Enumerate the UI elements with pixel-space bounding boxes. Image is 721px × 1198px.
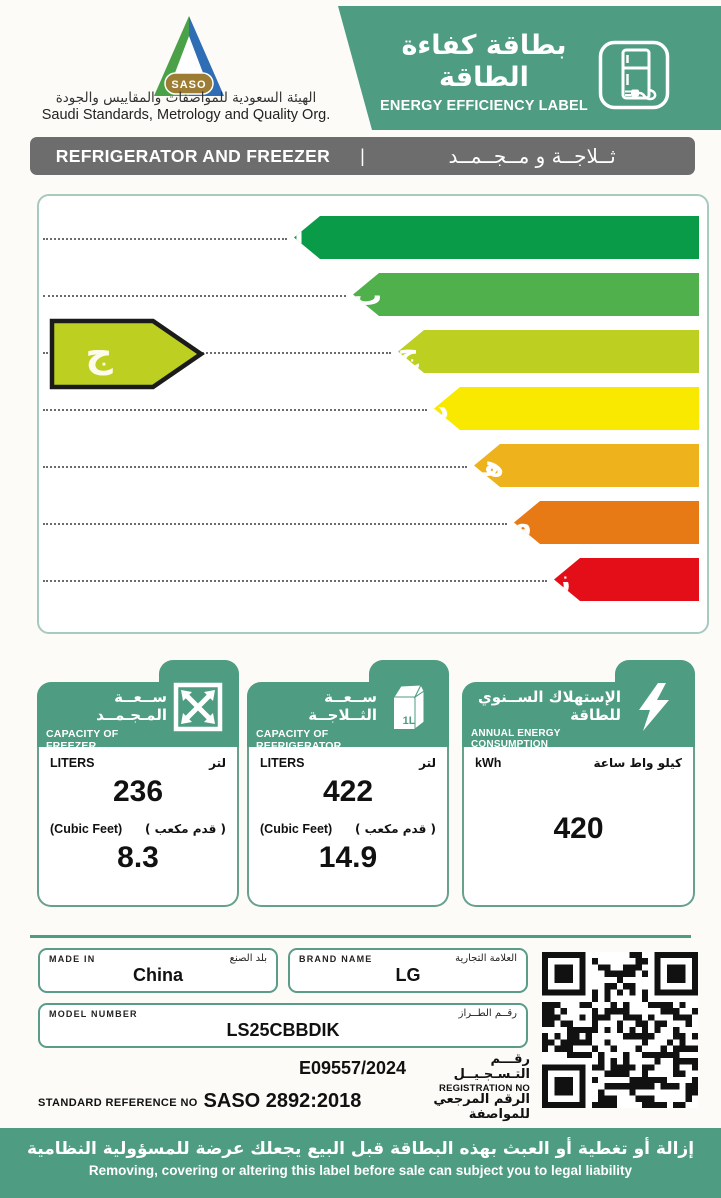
freezer-unit-cubicfeet: (Cubic Feet) [50, 822, 123, 836]
model-number-label-ar: رقــم الطــراز [458, 1008, 517, 1019]
org-name-english: Saudi Standards, Metrology and Quality O… [41, 107, 331, 123]
carton-1l-text: 1L [403, 715, 416, 727]
energy-title-english: ANNUAL ENERGY CONSUMPTION [471, 728, 561, 750]
rating-bar-f: و [514, 501, 699, 544]
brand-name-label-ar: العلامة التجارية [455, 953, 517, 964]
product-type-arabic: ثــلاجــة و مــجــمــد [448, 144, 616, 168]
energy-rating-chart: أ ب ج د هـ و ز ج [37, 194, 709, 634]
rating-bar-g: ز [554, 558, 699, 601]
footer-warning-english: Removing, covering or altering this labe… [88, 1163, 633, 1178]
rating-bar-e: هـ [474, 444, 699, 487]
brand-name-label-en: BRAND NAME [299, 954, 373, 964]
registration-number-labels: رقـــم التـسـجـيــل REGISTRATION NO [423, 1052, 530, 1094]
org-name-arabic: الهيئة السعودية للمواصفات والمقاييس والج… [55, 90, 317, 106]
made-in-box: MADE IN بلد الصنع China [38, 948, 278, 993]
refrigerator-title-arabic: ســعــة الثــلاجــة [308, 688, 377, 724]
product-type-divider: | [360, 145, 365, 166]
milk-carton-icon: 1L [393, 683, 425, 731]
energy-unit-kwh-ar: كيلو واط ساعة [593, 756, 682, 770]
brand-name-box: BRAND NAME العلامة التجارية LG [288, 948, 528, 993]
footer-warning-arabic: إزالة أو تغطية أو العبث بهذه البطاقة قبل… [26, 1139, 695, 1159]
rating-indicator-arrow: ج [49, 317, 209, 391]
refrigerator-panel-body: LITERS لتر 422 (Cubic Feet) ( قدم مكعب )… [247, 747, 449, 907]
energy-panel-body: kWh كيلو واط ساعة 420 [462, 747, 695, 907]
standard-reference-value: SASO 2892:2018 [203, 1090, 362, 1112]
lightning-bolt-icon [639, 683, 669, 731]
freezer-icon [173, 682, 223, 732]
refrigerator-unit-cubicfeet-ar: ( قدم مكعب ) [355, 822, 436, 836]
freezer-cubicfeet-value: 8.3 [117, 841, 159, 874]
registration-label-en: REGISTRATION NO [439, 1083, 530, 1094]
rating-guide-dotted-line-c [43, 352, 391, 354]
energy-unit-kwh: kWh [475, 756, 502, 770]
freezer-unit-liters-ar: لتر [209, 756, 226, 770]
made-in-label-ar: بلد الصنع [229, 953, 267, 964]
freezer-title-arabic: ســعــة المـجـمــد [96, 688, 167, 724]
refrigerator-liters-value: 422 [322, 775, 374, 808]
label-title-english: ENERGY EFFICIENCY LABEL [380, 97, 588, 114]
org-name-block: الهيئة السعودية للمواصفات والمقاييس والج… [30, 90, 342, 123]
rating-bar-c: ج [398, 330, 699, 373]
rating-guide-dotted-line-d [43, 409, 427, 411]
rating-guide-dotted-line-f [43, 523, 507, 525]
freezer-capacity-panel: ســعــة المـجـمــد CAPACITY OF FREEZER L… [37, 660, 239, 907]
freezer-unit-liters: LITERS [50, 756, 95, 770]
standard-reference-label-en: STANDARD REFERENCE NO [38, 1097, 198, 1109]
registration-number-value: E09557/2024 [298, 1058, 407, 1078]
saso-logo: SASO [154, 16, 224, 96]
energy-value: 420 [553, 812, 604, 845]
info-separator-line [30, 935, 691, 938]
saso-logo-text: SASO [171, 79, 206, 91]
header-banner [338, 6, 721, 130]
rating-bar-a: أ [294, 216, 699, 259]
refrigerator-unit-cubicfeet: (Cubic Feet) [260, 822, 333, 836]
model-number-value: LS25CBBDIK [226, 1020, 340, 1040]
rating-guide-dotted-line-e [43, 466, 467, 468]
energy-consumption-panel: الإستهلاك الســنوي للطاقة ANNUAL ENERGY … [462, 660, 695, 907]
refrigerator-unit-liters-ar: لتر [419, 756, 436, 770]
rating-indicator-letter: ج [85, 331, 113, 375]
rating-bar-b: ب [353, 273, 699, 316]
refrigerator-panel-titles: ســعــة الثــلاجــة CAPACITY OF REFRIGER… [256, 688, 377, 752]
model-number-label-en: MODEL NUMBER [49, 1009, 138, 1019]
freezer-panel-body: LITERS لتر 236 (Cubic Feet) ( قدم مكعب )… [37, 747, 239, 907]
refrigerator-freezer-icon [598, 40, 670, 110]
product-type-english: REFRIGERATOR AND FREEZER [55, 145, 331, 166]
standard-reference-label-ar: الرقم المرجعي للمواصفة [433, 1092, 530, 1122]
energy-panel-titles: الإستهلاك الســنوي للطاقة ANNUAL ENERGY … [471, 688, 621, 750]
freezer-unit-cubicfeet-ar: ( قدم مكعب ) [145, 822, 226, 836]
label-title-arabic: بطاقة كفاءة الطاقة [401, 30, 567, 94]
qr-code [542, 952, 698, 1108]
refrigerator-capacity-panel: 1L ســعــة الثــلاجــة CAPACITY OF REFRI… [247, 660, 449, 907]
registration-label-ar: رقـــم التـسـجـيــل [453, 1052, 530, 1082]
freezer-panel-titles: ســعــة المـجـمــد CAPACITY OF FREEZER [46, 688, 167, 752]
refrigerator-cubicfeet-value: 14.9 [318, 841, 378, 874]
made-in-label-en: MADE IN [49, 954, 96, 964]
freezer-liters-value: 236 [112, 775, 164, 808]
rating-guide-dotted-line-b [43, 295, 346, 297]
product-type-bar: REFRIGERATOR AND FREEZER | ثــلاجــة و م… [30, 137, 695, 175]
energy-title-arabic: الإستهلاك الســنوي للطاقة [477, 688, 621, 724]
made-in-value: China [132, 965, 183, 985]
rating-guide-dotted-line-a [43, 238, 287, 240]
footer-warning-banner: إزالة أو تغطية أو العبث بهذه البطاقة قبل… [0, 1128, 721, 1198]
brand-name-value: LG [395, 965, 421, 985]
rating-bar-d: د [434, 387, 699, 430]
refrigerator-unit-liters: LITERS [260, 756, 305, 770]
header-titles: بطاقة كفاءة الطاقة ENERGY EFFICIENCY LAB… [368, 30, 600, 114]
model-number-box: MODEL NUMBER رقــم الطــراز LS25CBBDIK [38, 1003, 528, 1048]
rating-guide-dotted-line-g [43, 580, 547, 582]
